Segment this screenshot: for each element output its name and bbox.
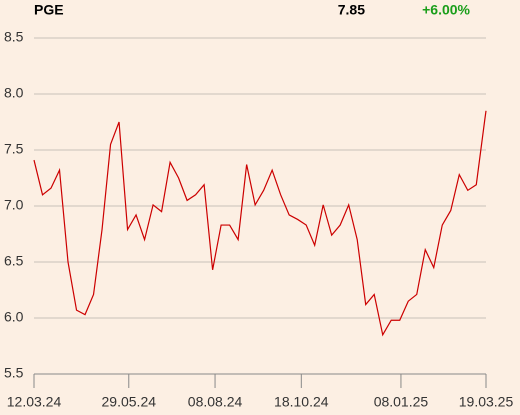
x-tick-label: 18.10.24 bbox=[274, 394, 329, 410]
change: +6.00% bbox=[422, 2, 470, 18]
y-tick-label: 7.5 bbox=[4, 141, 24, 157]
x-tick-label: 12.03.24 bbox=[7, 394, 62, 410]
y-tick-label: 5.5 bbox=[4, 365, 24, 381]
y-tick-label: 8.5 bbox=[4, 29, 24, 45]
x-tick-label: 19.03.25 bbox=[459, 394, 514, 410]
x-tick-label: 29.05.24 bbox=[102, 394, 157, 410]
y-tick-label: 6.0 bbox=[4, 309, 24, 325]
y-tick-label: 6.5 bbox=[4, 253, 24, 269]
stock-name: PGE bbox=[34, 2, 64, 18]
price-line bbox=[33, 110, 487, 337]
y-tick-label: 7.0 bbox=[4, 197, 24, 213]
price: 7.85 bbox=[338, 2, 365, 18]
x-tick-label: 08.01.25 bbox=[374, 394, 429, 410]
y-tick-label: 8.0 bbox=[4, 85, 24, 101]
x-tick-label: 08.08.24 bbox=[188, 394, 243, 410]
